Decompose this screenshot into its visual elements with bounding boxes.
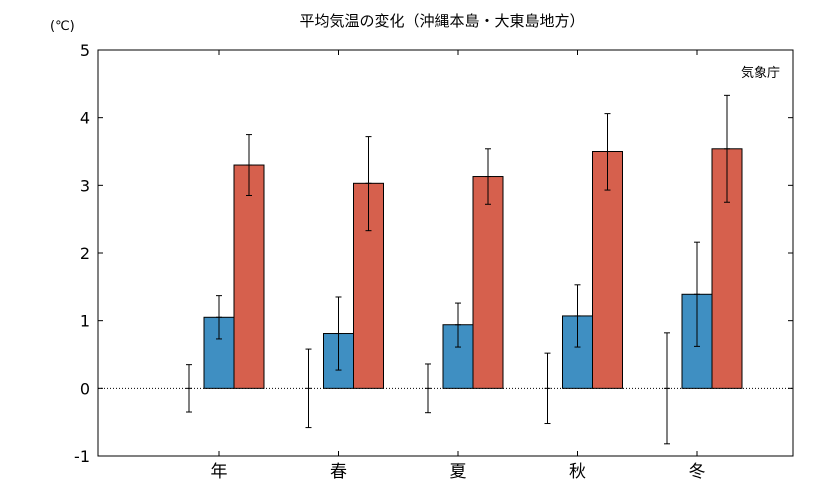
x-tick-label-2: 夏 (450, 462, 467, 482)
x-tick-label-0: 年 (211, 462, 228, 482)
y-tick-label-2: 1 (80, 312, 90, 331)
bar-s3-3 (592, 151, 623, 389)
y-tick-label-4: 3 (80, 176, 90, 195)
bar-s3-2 (472, 176, 504, 389)
x-tick-label-1: 春 (330, 462, 347, 482)
x-tick-label-3: 秋 (569, 462, 586, 482)
y-tick-label-0: -1 (74, 447, 90, 466)
plot-area: 年 春 夏 秋 冬 -1 0 1 2 3 4 5 (74, 41, 794, 482)
chart-title: 平均気温の変化（沖縄本島・大東島地方） (299, 12, 584, 30)
plot-frame (97, 49, 794, 457)
bar-s3-0 (233, 164, 265, 389)
y-tick-label-1: 0 (80, 379, 90, 398)
y-tick-label-6: 5 (80, 41, 90, 60)
source-label: 気象庁 (741, 65, 780, 81)
y-tick-label-5: 4 (80, 109, 90, 128)
x-tick-label-4: 冬 (689, 462, 706, 482)
unit-label: (℃) (50, 19, 75, 34)
y-tick-label-3: 2 (80, 244, 90, 263)
